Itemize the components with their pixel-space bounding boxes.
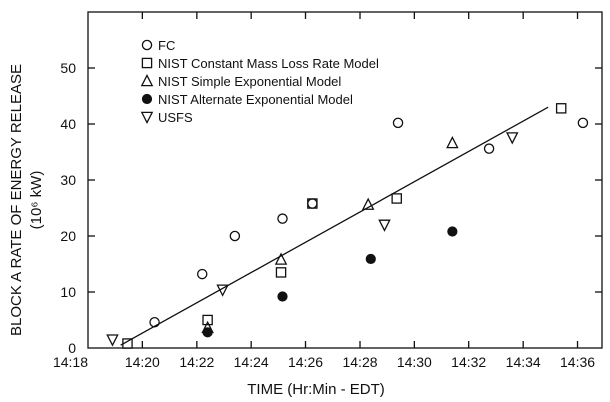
x-tick-label: 14:26 bbox=[288, 354, 323, 370]
data-point-series-1 bbox=[483, 143, 495, 154]
trend-line bbox=[120, 106, 549, 346]
data-point-series-2 bbox=[202, 314, 213, 326]
data-point-series-4 bbox=[277, 291, 288, 302]
y-tick-label: 50 bbox=[60, 60, 76, 76]
data-point-series-2 bbox=[307, 198, 318, 209]
y-axis-title: BLOCK A RATE OF ENERGY RELEASE bbox=[8, 64, 25, 336]
legend-marker-series-5 bbox=[140, 111, 154, 125]
x-tick-label: 14:22 bbox=[179, 354, 214, 370]
data-points bbox=[106, 103, 589, 349]
y-axis-unit: (10⁶ kW) bbox=[28, 171, 45, 230]
data-point-series-1 bbox=[577, 117, 589, 129]
data-point-series-1 bbox=[196, 268, 208, 280]
data-point-series-1 bbox=[229, 230, 241, 242]
legend-marker-series-1 bbox=[141, 39, 153, 51]
data-point-series-1 bbox=[307, 198, 318, 209]
trend-line-group bbox=[120, 106, 549, 346]
legend-marker-series-4 bbox=[141, 93, 153, 105]
data-point-series-1 bbox=[149, 316, 160, 328]
data-point-series-4 bbox=[365, 253, 376, 265]
data-point-series-2 bbox=[275, 267, 287, 278]
legend-marker-series-3 bbox=[140, 73, 154, 87]
x-tick-label: 14:32 bbox=[451, 354, 486, 370]
data-point-series-1 bbox=[392, 117, 404, 129]
legend-label-series-1: FC bbox=[158, 38, 175, 53]
y-tick-label: 10 bbox=[60, 284, 76, 300]
data-point-series-2 bbox=[391, 193, 402, 204]
legend-label-series-5: USFS bbox=[158, 110, 193, 125]
y-axis: 0 10 20 30 40 50 bbox=[60, 60, 602, 356]
legend: FC NIST Constant Mass Loss Rate Model NIST… bbox=[140, 38, 379, 125]
x-axis: 14:20 14:22 14:24 14:26 14:28 14:30 14:32 14:34… bbox=[53, 12, 595, 370]
legend-marker-series-2 bbox=[141, 57, 153, 69]
data-point-series-1 bbox=[277, 213, 288, 224]
x-tick-label: 14:28 bbox=[342, 354, 377, 370]
x-tick-label: 14:30 bbox=[397, 354, 432, 370]
legend-label-series-4: NIST Alternate Exponential Model bbox=[158, 92, 353, 107]
data-point-series-5 bbox=[378, 219, 391, 232]
x-tick-label: 14:36 bbox=[560, 354, 595, 370]
legend-label-series-2: NIST Constant Mass Loss Rate Model bbox=[158, 56, 379, 71]
data-point-series-2 bbox=[555, 103, 567, 114]
y-tick-label: 30 bbox=[60, 172, 76, 188]
data-point-series-3 bbox=[274, 252, 288, 265]
data-point-series-3 bbox=[361, 197, 375, 210]
data-point-series-2 bbox=[122, 338, 133, 349]
legend-label-series-3: NIST Simple Exponential Model bbox=[158, 74, 341, 89]
data-point-series-5 bbox=[505, 132, 519, 145]
x-axis-title: TIME (Hr:Min - EDT) bbox=[247, 381, 384, 398]
y-tick-label: 0 bbox=[68, 340, 76, 356]
x-tick-label: 14:34 bbox=[506, 354, 541, 370]
data-point-series-3 bbox=[446, 136, 459, 149]
y-tick-label: 40 bbox=[60, 116, 76, 132]
x-tick-label: 14:20 bbox=[125, 354, 160, 370]
y-tick-label: 20 bbox=[60, 228, 76, 244]
x-tick-label: 14:24 bbox=[234, 354, 269, 370]
data-point-series-4 bbox=[202, 327, 213, 338]
x-tick-label: 14:18 bbox=[53, 354, 88, 370]
data-point-series-5 bbox=[106, 334, 119, 347]
data-point-series-4 bbox=[447, 226, 458, 237]
data-point-series-5 bbox=[216, 284, 229, 297]
